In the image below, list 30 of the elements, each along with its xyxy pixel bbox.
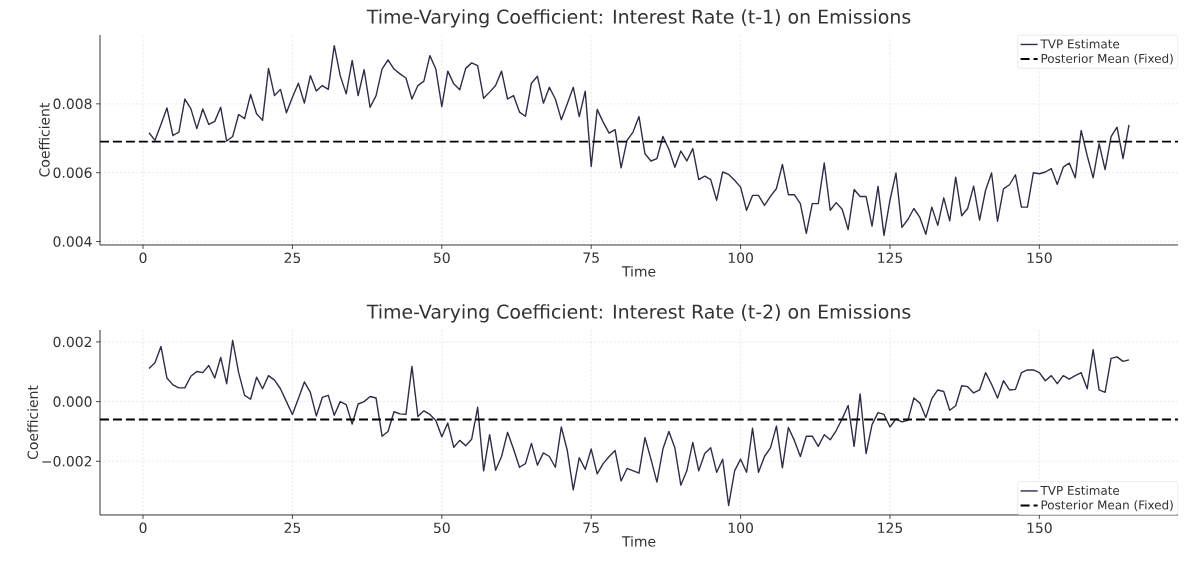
x-tick-label: 125 [878,252,903,264]
y-tick-label: 0.000 [53,396,92,407]
x-tick-label: 150 [1027,252,1052,264]
x-tick-label: 125 [878,522,903,534]
x-tick-label: 50 [434,252,450,264]
x-tick-label: 75 [583,522,599,533]
legend-label: TVP Estimate [1040,39,1120,49]
legend-label: TVP Estimate [1040,485,1120,495]
chart-title: Time-Varying Coefficient: Interest Rate (t-2) on Emissions [366,304,911,323]
chart-title: Time-Varying Coefficient: Interest Rate (t-1) on Emissions [366,9,911,28]
x-tick-label: 50 [434,522,450,534]
y-tick-label: 0.008 [53,98,92,110]
y-axis-title: Coefficient [38,102,50,177]
y-tick-label: 0.004 [53,236,92,247]
x-tick-label: 150 [1027,522,1052,534]
x-tick-label: 100 [728,522,753,534]
x-tick-label: 25 [284,252,301,264]
legend-label: Posterior Mean (Fixed) [1041,500,1173,511]
legend-label: Posterior Mean (Fixed) [1041,53,1173,65]
x-tick-label: 100 [728,252,753,264]
x-axis-title: Time [621,265,656,277]
y-tick-label: −0.002 [42,455,92,467]
y-axis-title: Coefficient [27,385,39,460]
y-tick-label: 0.006 [53,167,92,178]
y-tick-label: 0.002 [53,336,92,348]
x-tick-label: 75 [583,252,599,263]
x-tick-label: 25 [284,522,301,534]
x-tick-label: 0 [139,522,147,534]
x-axis-title: Time [621,535,656,547]
x-tick-label: 0 [139,252,147,264]
